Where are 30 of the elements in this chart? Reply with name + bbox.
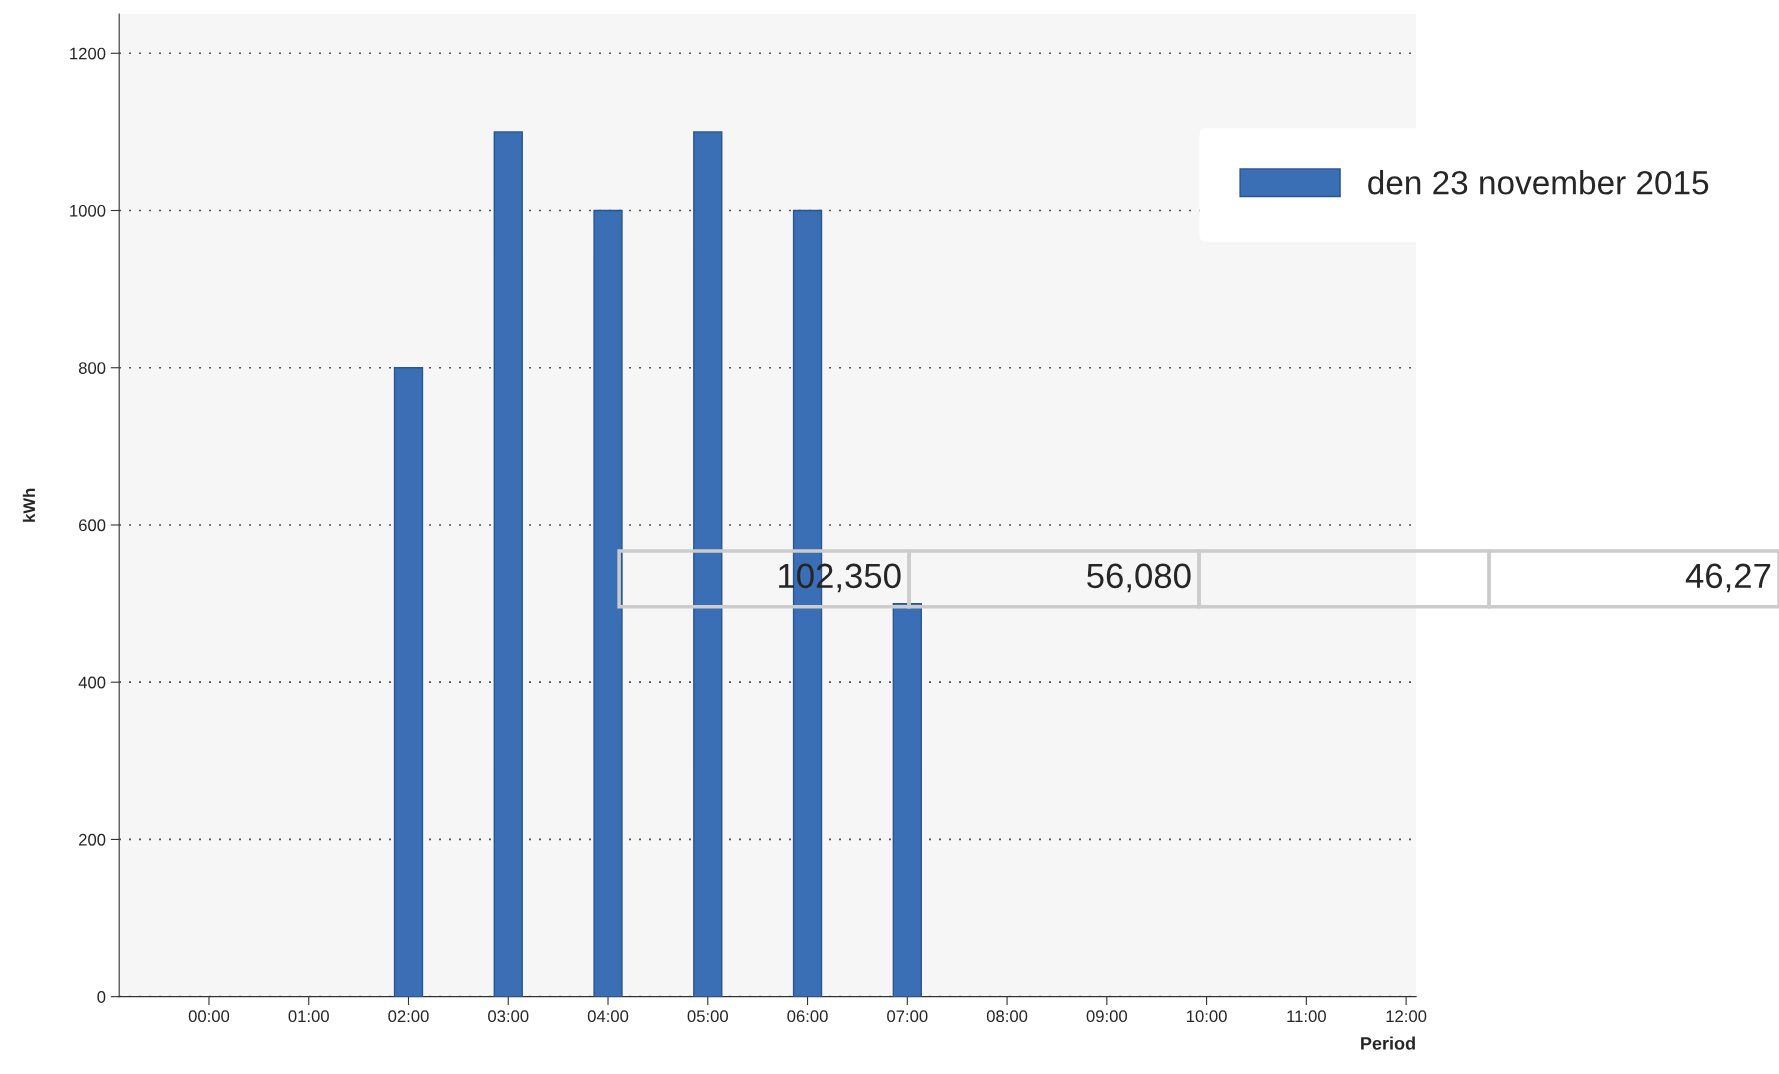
bar xyxy=(693,131,723,997)
y-tick-label: 1200 xyxy=(70,47,106,60)
y-tick-label: 200 xyxy=(79,833,106,846)
annotation: 56,080 xyxy=(1087,563,1191,593)
y-tick-label: 600 xyxy=(79,519,106,532)
x-tick-label: 04:00 xyxy=(587,1010,629,1023)
x-tick-label: 12:00 xyxy=(1386,1010,1427,1023)
x-tick-label: 06:00 xyxy=(787,1010,828,1023)
bar xyxy=(393,367,424,997)
y-tick-label: 400 xyxy=(78,676,106,689)
x-tick-label: 09:00 xyxy=(1086,1010,1128,1023)
x-tick-label: 05:00 xyxy=(687,1010,728,1023)
x-tick-label: 02:00 xyxy=(388,1010,429,1023)
y-tick-label: 800 xyxy=(78,362,106,374)
x-tick-label: 01:00 xyxy=(288,1010,329,1023)
bar xyxy=(892,602,922,997)
x-tick-label: 11:00 xyxy=(1287,1010,1326,1023)
y-tick-label: 1000 xyxy=(70,204,106,217)
legend-label: den 23 november 2015 xyxy=(1368,170,1709,195)
x-tick-label: 03:00 xyxy=(488,1010,529,1023)
bar xyxy=(593,209,623,997)
y-axis-title: kWh xyxy=(22,488,35,522)
x-tick-label: 08:00 xyxy=(986,1010,1028,1023)
y-tick-label: 0 xyxy=(97,991,106,1003)
text: 46,27 xyxy=(1685,563,1771,593)
bar xyxy=(493,131,523,997)
x-tick-label: 07:00 xyxy=(887,1010,928,1023)
x-tick-label: 10:00 xyxy=(1187,1010,1227,1023)
x-axis-title: Period xyxy=(1361,1036,1415,1050)
x-tick-label: 00:00 xyxy=(188,1010,230,1023)
